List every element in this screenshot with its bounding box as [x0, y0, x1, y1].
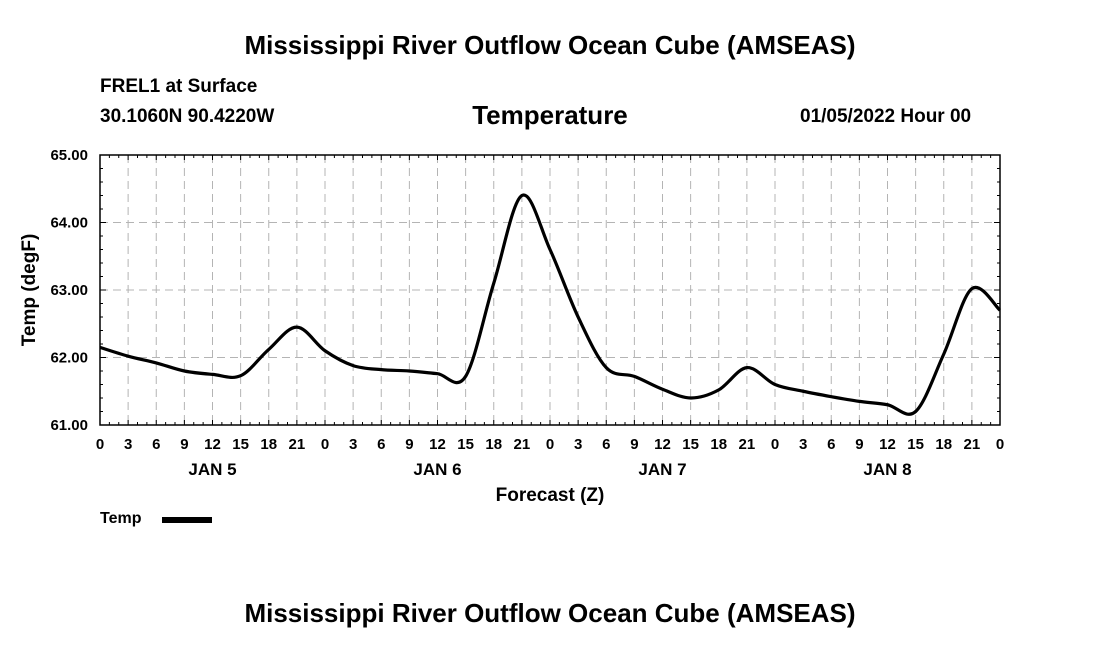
x-tick-label: 12 — [879, 436, 896, 453]
day-label: JAN 5 — [188, 460, 236, 479]
station-name: FREL1 at Surface — [100, 76, 258, 97]
y-tick-label: 61.00 — [50, 417, 88, 434]
x-tick-label: 6 — [152, 436, 160, 453]
x-tick-label: 18 — [935, 436, 952, 453]
x-tick-label: 15 — [457, 436, 474, 453]
y-tick-label: 65.00 — [50, 147, 88, 164]
x-tick-label: 12 — [204, 436, 221, 453]
x-tick-label: 0 — [96, 436, 104, 453]
x-tick-label: 6 — [602, 436, 610, 453]
main-title: Mississippi River Outflow Ocean Cube (AM… — [244, 30, 856, 60]
y-axis-ticks: 61.00 62.00 63.00 64.00 65.00 — [50, 147, 1000, 434]
x-tick-label: 3 — [124, 436, 132, 453]
series-line-temp — [99, 193, 1002, 416]
x-axis-label: Forecast (Z) — [496, 485, 605, 506]
legend-line-swatch — [162, 517, 212, 523]
x-tick-label: 0 — [546, 436, 554, 453]
x-tick-label: 21 — [964, 436, 981, 453]
x-tick-label: 9 — [405, 436, 413, 453]
x-tick-label: 15 — [907, 436, 924, 453]
day-label: JAN 6 — [413, 460, 461, 479]
x-tick-label: 0 — [996, 436, 1004, 453]
x-tick-label: 12 — [654, 436, 671, 453]
series-lines — [99, 193, 1002, 416]
y-tick-label: 62.00 — [50, 350, 88, 367]
station-coordinates: 30.1060N 90.4220W — [100, 106, 275, 127]
x-tick-label: 9 — [180, 436, 188, 453]
x-tick-label: 15 — [682, 436, 699, 453]
x-tick-label: 6 — [377, 436, 385, 453]
x-tick-label: 21 — [739, 436, 756, 453]
x-tick-label: 21 — [514, 436, 531, 453]
x-tick-label: 0 — [321, 436, 329, 453]
x-tick-label: 0 — [771, 436, 779, 453]
x-tick-label: 12 — [429, 436, 446, 453]
x-tick-label: 3 — [349, 436, 357, 453]
plot-frame — [99, 154, 1001, 426]
x-tick-label: 9 — [855, 436, 863, 453]
x-tick-label: 6 — [827, 436, 835, 453]
variable-title: Temperature — [472, 100, 628, 130]
x-tick-label: 9 — [630, 436, 638, 453]
x-tick-label: 15 — [232, 436, 249, 453]
grid-lines — [100, 155, 1000, 425]
x-tick-label: 18 — [260, 436, 277, 453]
x-axis-ticks: 0 3 6 9 12 15 18 21 0 3 6 9 12 15 18 21 0 3 6 9 12 15 18 21 0 3 6 9… — [96, 155, 1004, 453]
temperature-chart: 0 3 6 9 12 15 18 21 0 3 6 9 12 15 18 21 0 3 6 9 12 15 18 21 0 3 6 9… — [19, 147, 1004, 506]
y-axis-label: Temp (degF) — [19, 234, 40, 347]
x-tick-label: 18 — [710, 436, 727, 453]
day-label: JAN 8 — [863, 460, 911, 479]
day-labels: JAN 5 JAN 6 JAN 7 JAN 8 — [188, 460, 911, 479]
legend-label: Temp — [100, 510, 142, 527]
x-tick-label: 3 — [799, 436, 807, 453]
y-tick-label: 64.00 — [50, 215, 88, 232]
footer-title: Mississippi River Outflow Ocean Cube (AM… — [244, 598, 856, 628]
forecast-datetime: 01/05/2022 Hour 00 — [800, 106, 972, 127]
day-label: JAN 7 — [638, 460, 686, 479]
x-tick-label: 3 — [574, 436, 582, 453]
y-tick-label: 63.00 — [50, 282, 88, 299]
x-tick-label: 18 — [485, 436, 502, 453]
x-tick-label: 21 — [289, 436, 306, 453]
